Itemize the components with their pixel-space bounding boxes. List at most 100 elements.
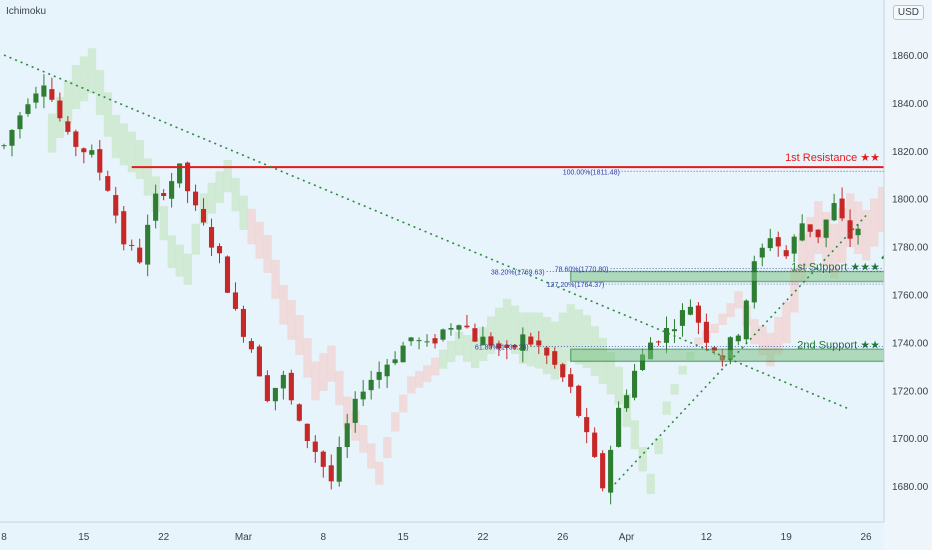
- cloud-segment: [718, 313, 727, 325]
- cloud-segment: [263, 234, 272, 273]
- candle-body: [169, 181, 175, 199]
- cloud-segment: [542, 316, 552, 375]
- candle-body: [576, 385, 582, 416]
- candle-body: [855, 228, 861, 236]
- candle-body: [161, 193, 167, 197]
- cloud-segment: [367, 443, 376, 469]
- candle-body: [823, 219, 829, 238]
- candle-body: [344, 423, 350, 448]
- axis-panel: [884, 0, 932, 550]
- cloud-segment: [407, 376, 416, 394]
- fib-label: 127.20%(1764.37): [547, 282, 605, 289]
- candle-body: [847, 220, 853, 239]
- candle-body: [288, 372, 294, 401]
- cloud-segment: [391, 412, 400, 432]
- indicator-label: Ichimoku: [6, 6, 47, 17]
- price-axis: 1860.00 1840.00 1820.00 1800.00 1780.00 1760.…: [883, 0, 932, 550]
- cloud-segment: [662, 401, 671, 415]
- cloud-segment: [814, 201, 823, 255]
- cloud-segment: [462, 335, 472, 362]
- cloud-segment: [103, 92, 113, 137]
- cloud-segment: [135, 140, 145, 180]
- candle-body: [639, 354, 646, 371]
- cloud-segment: [343, 396, 352, 429]
- candle-body: [799, 223, 805, 241]
- x-tick-label: Mar: [235, 532, 253, 543]
- cloud-segment: [862, 210, 871, 261]
- candle-body: [687, 306, 693, 315]
- cloud-segment: [654, 437, 663, 455]
- candle-body: [312, 441, 318, 452]
- candle-body: [304, 423, 310, 442]
- cloud-segment: [774, 316, 783, 355]
- candle-body: [137, 247, 143, 263]
- currency-button[interactable]: USD: [892, 5, 924, 20]
- cloud-segment: [87, 48, 97, 94]
- x-tick-label: 26: [860, 532, 872, 543]
- candle-series: [1, 74, 861, 505]
- candle-body: [272, 387, 278, 402]
- cloud-segment: [694, 337, 703, 345]
- cloud-segment: [726, 303, 735, 318]
- candle-body: [81, 148, 87, 153]
- cloud-segment: [574, 309, 584, 365]
- cloud-segment: [678, 365, 687, 375]
- candle-body: [177, 163, 183, 184]
- candle-body: [743, 300, 749, 340]
- cloud-segment: [327, 345, 336, 382]
- candle-body: [655, 341, 662, 343]
- candle-body: [416, 340, 422, 342]
- candle-body: [256, 346, 262, 377]
- candle-body: [73, 131, 79, 147]
- cloud-segment: [798, 233, 807, 282]
- candle-body: [384, 364, 390, 377]
- cloud-segment: [63, 80, 73, 124]
- candle-body: [671, 329, 678, 332]
- cloud-segment: [830, 223, 839, 279]
- cloud-segment: [71, 65, 81, 110]
- candle-body: [89, 150, 95, 155]
- candle-body: [57, 100, 63, 119]
- candle-body: [185, 162, 191, 192]
- candle-body: [584, 417, 590, 433]
- cloud-segment: [223, 159, 232, 193]
- x-tick-label: 22: [158, 532, 170, 543]
- x-tick-label: 8: [320, 532, 326, 543]
- candle-body: [424, 341, 430, 343]
- candle-body: [9, 130, 15, 146]
- fib-label: 100.00%(1811.48): [563, 169, 620, 176]
- candle-body: [663, 327, 670, 343]
- candle-body: [759, 247, 765, 258]
- candle-body: [624, 395, 630, 409]
- cloud-segment: [614, 366, 623, 405]
- candle-body: [608, 449, 614, 493]
- cloud-segment: [582, 315, 592, 368]
- cloud-segment: [271, 259, 280, 299]
- candle-body: [280, 374, 286, 389]
- candle-body: [129, 244, 135, 246]
- candle-body: [504, 344, 510, 348]
- cloud-segment: [231, 177, 240, 212]
- candle-body: [368, 379, 374, 391]
- cloud-segment: [446, 340, 456, 363]
- cloud-segment: [175, 244, 184, 277]
- y-tick-label: 1680.00: [892, 482, 929, 493]
- candle-body: [248, 341, 254, 350]
- cloud-segment: [790, 267, 799, 313]
- x-tick-label: 15: [398, 532, 410, 543]
- candle-body: [679, 310, 686, 326]
- candle-body: [695, 305, 701, 323]
- candle-body: [65, 121, 71, 132]
- cloud-segment: [566, 304, 576, 362]
- candle-body: [296, 404, 302, 421]
- cloud-segment: [870, 198, 879, 247]
- candle-body: [121, 211, 127, 245]
- candle-body: [775, 237, 781, 247]
- cloud-segment: [734, 291, 743, 309]
- candle-body: [408, 337, 414, 342]
- cloud-segment: [470, 338, 480, 369]
- candle-body: [400, 345, 406, 363]
- candle-body: [592, 432, 598, 457]
- cloud-segment: [207, 182, 216, 214]
